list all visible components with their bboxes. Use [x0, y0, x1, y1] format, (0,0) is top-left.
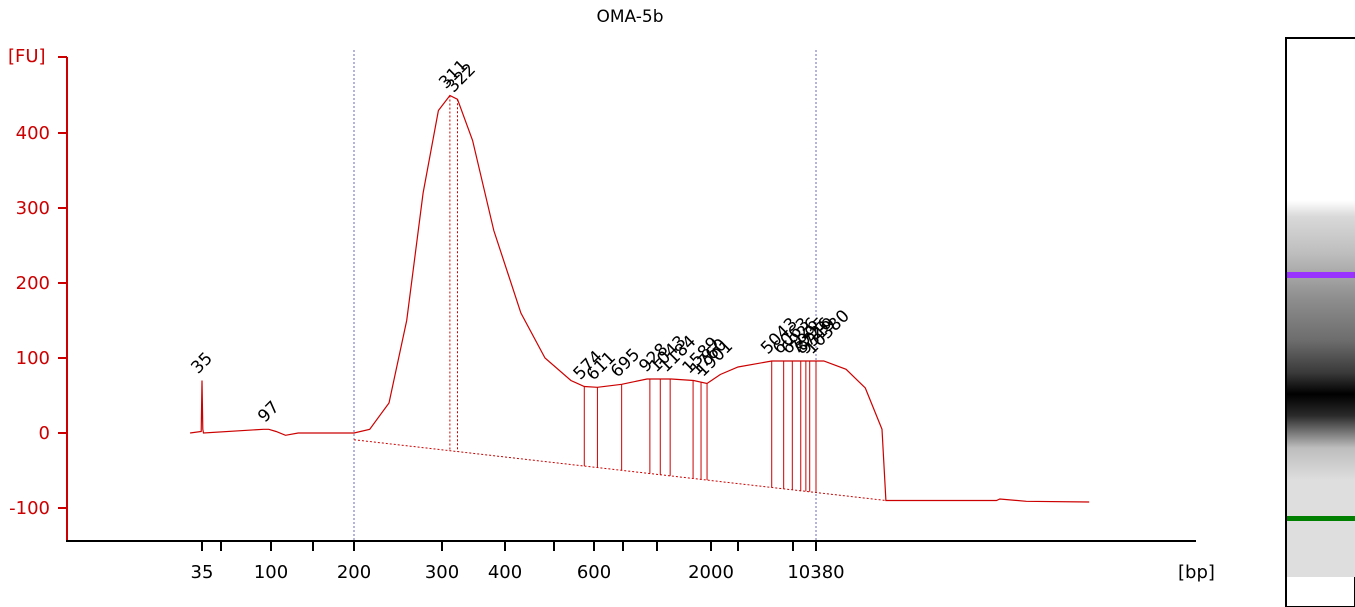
peak-label: 35 — [187, 349, 216, 378]
region-markers — [353, 50, 817, 541]
baseline-line — [353, 439, 886, 501]
y-tick-label: 200 — [16, 273, 50, 294]
peak-lines — [449, 95, 817, 493]
y-axis-label: [FU] — [8, 46, 46, 67]
x-axis-label: [bp] — [1178, 562, 1215, 583]
x-tick-label: 10380 — [787, 562, 844, 583]
x-tick-label: 35 — [191, 562, 214, 583]
y-ticks: 400 300 200 100 0 -100 — [9, 56, 67, 519]
y-tick-label: 0 — [39, 423, 50, 444]
x-ticks: 35 100 200 300 400 600 2000 10380 — [191, 541, 845, 583]
series — [190, 94, 1090, 503]
gel-lower-marker — [1287, 516, 1355, 521]
gel-upper-marker — [1287, 272, 1355, 278]
x-tick-label: 600 — [577, 562, 611, 583]
baseline — [353, 439, 886, 501]
y-tick-label: 100 — [16, 348, 50, 369]
chart-title: OMA-5b — [596, 7, 663, 27]
gel-lane-band-gradient — [1287, 39, 1355, 577]
y-tick-label: 400 — [16, 123, 50, 144]
y-tick-label: -100 — [9, 498, 50, 519]
axes: [FU] [bp] — [8, 46, 1215, 583]
peak-labels: 3597311322574611695928104311841589176019… — [187, 56, 853, 427]
x-tick-label: 300 — [425, 562, 459, 583]
x-tick-label: 2000 — [688, 562, 734, 583]
y-tick-label: 300 — [16, 198, 50, 219]
x-tick-label: 400 — [488, 562, 522, 583]
series-line — [190, 94, 1090, 503]
peak-label: 97 — [254, 397, 283, 426]
x-tick-label: 100 — [254, 562, 288, 583]
x-tick-label: 200 — [337, 562, 371, 583]
gel-lane-image — [1285, 37, 1355, 607]
